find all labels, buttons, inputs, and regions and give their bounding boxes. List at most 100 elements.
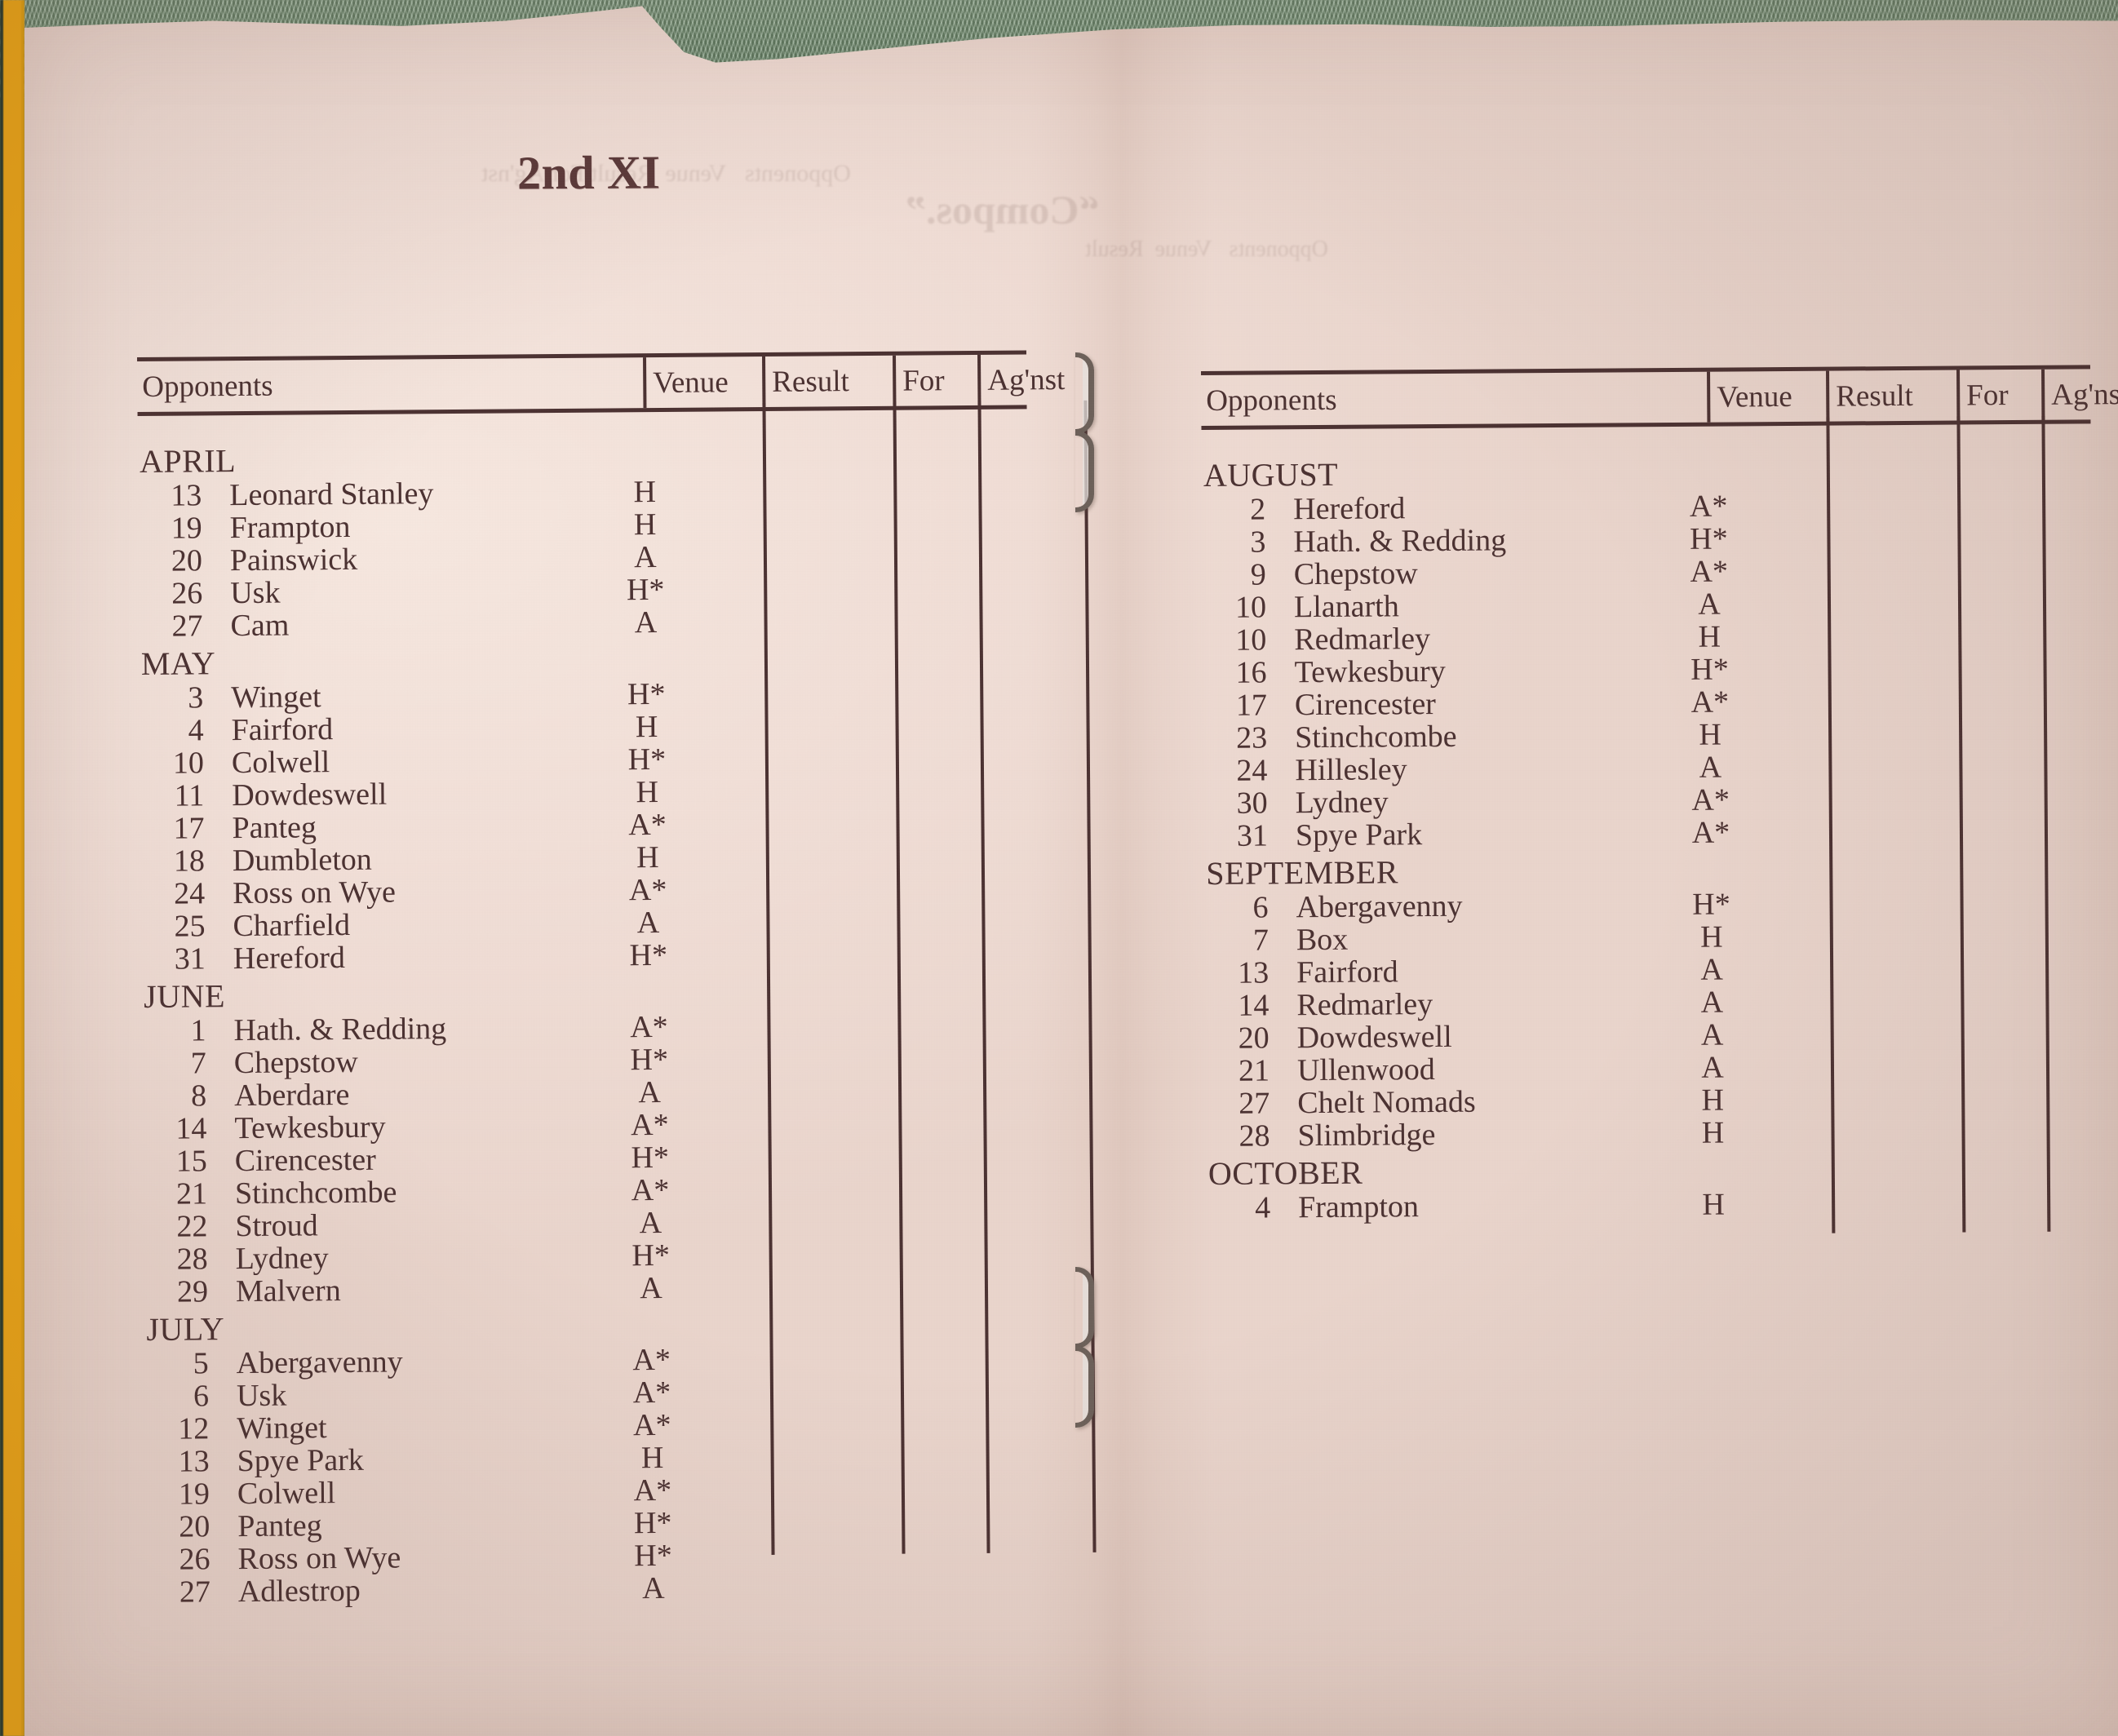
fixture-date: 19 [178, 1477, 210, 1512]
fixture-opponent: Malvern [235, 1273, 341, 1309]
fixture-runs-for [1901, 579, 1986, 580]
fixture-result [711, 1231, 842, 1232]
fixture-date: 21 [175, 1176, 208, 1211]
fixture-result [708, 800, 839, 801]
fixture-venue: H* [1692, 887, 1730, 922]
fixture-opponent: Tewkesbury [1294, 653, 1446, 690]
fixture-date: 18 [173, 844, 206, 879]
fixture-runs-against [1988, 976, 2094, 977]
staple-top-lower [1075, 431, 1094, 512]
fixture-opponent: Dowdeswell [232, 777, 388, 813]
fixture-result [711, 1068, 841, 1069]
fixture-venue: A [1699, 750, 1722, 785]
fixture-venue: H [1701, 1115, 1725, 1150]
fixture-runs-against [1987, 676, 2093, 677]
fixture-date: 15 [175, 1144, 207, 1179]
fixture-row: 4 Frampton H [1207, 1185, 2096, 1225]
fixture-date: 21 [1238, 1053, 1270, 1088]
fixture-runs-against [921, 498, 1027, 499]
fixture-date: 10 [1235, 622, 1267, 658]
fixture-opponent: Hath. & Redding [233, 1012, 447, 1048]
fixture-runs-for [1902, 742, 1987, 743]
fixture-venue: A* [632, 1342, 671, 1378]
fixture-list-right: AUGUST 2 Hereford A* 3 Hath. & Redding H* 9 Chep… [1202, 423, 2097, 1225]
fixture-result [709, 898, 840, 899]
fixture-runs-against [929, 1464, 1035, 1465]
column-header-result-right: Result [1826, 370, 1957, 422]
fixture-runs-against [1987, 709, 2093, 710]
fixture-date: 27 [1238, 1086, 1270, 1121]
book-spine-strip [0, 0, 24, 1736]
fixture-result [1773, 1011, 1903, 1012]
fixture-opponent: Lydney [1295, 785, 1389, 821]
fixture-venue: A* [633, 1472, 672, 1508]
fixture-venue: A [638, 1074, 661, 1110]
fixture-venue: H* [629, 937, 668, 973]
fixture-row: 28 Slimbridge H [1206, 1114, 2095, 1154]
fixture-venue: H* [626, 572, 665, 608]
fixture-runs-against [1988, 944, 2094, 945]
fixture-runs-against [1990, 1211, 2096, 1212]
fixture-opponent: Llanarth [1293, 589, 1399, 625]
fixture-result [711, 1198, 842, 1199]
fixture-opponent: Spye Park [1295, 817, 1423, 853]
fixture-result [1774, 1076, 1904, 1077]
fixture-result [1770, 580, 1901, 581]
fixture-venue: A [634, 540, 657, 575]
fixture-runs-against [1987, 774, 2093, 775]
fixture-runs-against [1989, 1074, 2095, 1075]
fixture-runs-against [922, 531, 1028, 532]
fixture-runs-for [1903, 912, 1988, 913]
fixture-opponent: Ross on Wye [237, 1540, 401, 1577]
fixture-result [713, 1401, 844, 1402]
fixture-opponent: Fairford [231, 712, 334, 748]
fixture-opponent: Leonard Stanley [229, 476, 434, 513]
fixture-opponent: Usk [230, 575, 281, 611]
fixture-runs-for [1902, 710, 1987, 711]
fixture-runs-for [839, 767, 924, 768]
month-heading: JULY [146, 1310, 225, 1348]
fixture-runs-for [1901, 644, 1986, 645]
centre-fold-gutter [1028, 6, 1216, 1736]
fixture-opponent: Stinchcombe [234, 1175, 397, 1211]
fixture-opponent: Spye Park [237, 1442, 364, 1479]
fixture-date: 28 [1238, 1118, 1270, 1154]
fixture-opponent: Adlestrop [237, 1573, 361, 1610]
fixture-opponent: Chepstow [233, 1044, 358, 1081]
fixture-date: 10 [172, 746, 205, 781]
fixture-date: 3 [1250, 525, 1266, 560]
fixture-date: 24 [1236, 753, 1268, 788]
fixture-date: 9 [1250, 557, 1266, 592]
fixture-result [707, 702, 838, 703]
fixture-runs-against [923, 701, 1029, 702]
fixture-runs-for [840, 865, 924, 866]
fixture-venue: A* [1690, 684, 1730, 720]
column-header-against: Ag'nst [977, 353, 1084, 405]
fixture-opponent: Frampton [229, 509, 351, 546]
fixture-row: 31 Hereford H* [142, 936, 1031, 976]
fixture-runs-against [924, 766, 1030, 767]
fixture-result [712, 1296, 843, 1297]
fixture-runs-against [922, 564, 1028, 565]
fixture-venue: A [1700, 985, 1724, 1020]
fixture-runs-for [838, 630, 923, 631]
fixture-venue: A* [632, 1407, 671, 1443]
fixture-result [714, 1531, 844, 1532]
fixture-runs-for [845, 1563, 930, 1564]
fixture-runs-for [844, 1498, 929, 1499]
fixture-date: 20 [1238, 1021, 1269, 1056]
fixture-date: 13 [178, 1444, 210, 1479]
fixture-runs-for [836, 499, 921, 500]
fixture-date: 5 [193, 1346, 209, 1381]
fixture-venue: H [633, 507, 657, 542]
fixture-runs-for [1905, 1140, 1990, 1141]
fixture-result [1771, 678, 1902, 679]
fixture-opponent: Colwell [231, 745, 330, 781]
fixture-runs-for [840, 897, 924, 898]
fixture-venue: A [641, 1570, 665, 1606]
fixture-result [711, 1100, 841, 1101]
fixture-venue: H [640, 1440, 664, 1476]
fixture-result [1775, 1213, 1905, 1214]
fixture-runs-against [1988, 1009, 2094, 1010]
fixture-runs-for [1904, 1108, 1989, 1109]
